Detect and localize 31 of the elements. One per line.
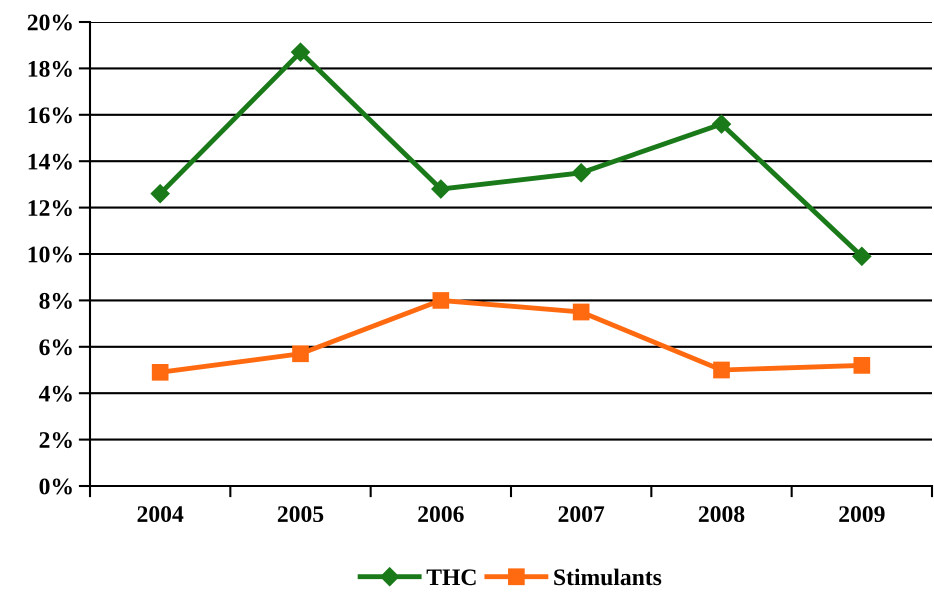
y-tick-label: 4% [38,386,72,402]
point [572,163,591,182]
point [712,114,732,134]
x-tick-label: 2006 [418,506,464,522]
point [572,304,590,320]
y-tick-label: 0% [40,478,72,494]
y-tick-label: 12% [28,200,72,216]
point [431,180,450,199]
y-tick-label: 20% [28,14,72,30]
y-tick-label: 16% [28,107,72,124]
legend-label: Stimulants [554,568,662,586]
point [152,364,168,381]
x-tick-label: 2007 [558,506,604,522]
y-tick-label: 8% [39,292,72,309]
point [432,292,450,309]
point [852,246,872,266]
x-tick-label: 2005 [278,506,324,522]
x-tick-label: 2008 [698,506,744,522]
x-tick-label: 2004 [138,506,184,522]
point [854,357,870,374]
point [290,42,310,62]
y-tick-label: 2% [40,432,72,448]
legend-label: THC [426,569,476,586]
point [713,362,730,378]
x-tick-label: 2009 [839,506,885,522]
point [150,184,170,204]
point [292,345,309,362]
y-tick-label: 6% [39,339,72,356]
y-tick-label: 14% [28,154,72,170]
y-tick-label: 18% [28,60,72,77]
y-tick-label: 10% [28,246,72,262]
